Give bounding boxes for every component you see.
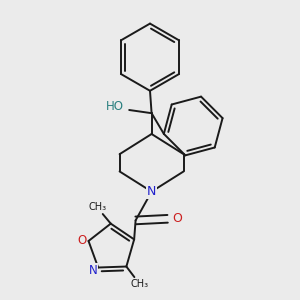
Text: O: O [77,235,87,248]
Text: HO: HO [106,100,124,113]
Text: N: N [147,185,156,198]
Text: O: O [172,212,182,225]
Text: CH₃: CH₃ [89,202,107,212]
Text: N: N [89,264,98,277]
Text: CH₃: CH₃ [130,280,148,290]
